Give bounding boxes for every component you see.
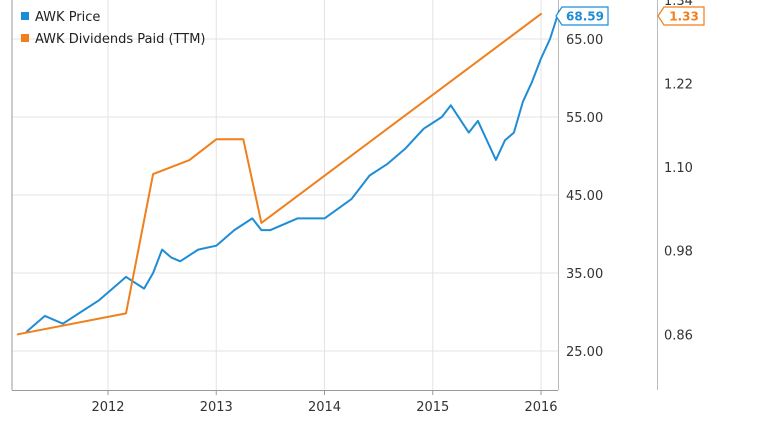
x-tick-label: 2013 <box>200 400 233 415</box>
last-value-flags: 68.59 1.33 <box>555 6 705 26</box>
gridlines <box>12 0 558 390</box>
legend-label: AWK Dividends Paid (TTM) <box>35 32 206 47</box>
series-line-0 <box>25 10 560 333</box>
right-y-axis: 0.86 0.98 1.10 1.22 1.34 <box>664 0 693 343</box>
legend-swatch <box>21 34 29 42</box>
y-left-tick-label: 25.00 <box>566 345 603 360</box>
x-tick-label: 2016 <box>524 400 557 415</box>
series-line-1 <box>16 12 542 336</box>
value-flag-label: 68.59 <box>566 10 604 24</box>
x-axis: 2012 2013 2014 2015 2016 <box>91 390 558 415</box>
y-right-tick-label: 0.86 <box>664 328 693 343</box>
y-left-tick-label: 55.00 <box>566 111 603 126</box>
value-flag-label: 1.33 <box>669 10 699 24</box>
y-left-tick-label: 45.00 <box>566 189 603 204</box>
y-right-tick-label: 1.22 <box>664 78 693 93</box>
y-left-tick-label: 65.00 <box>566 33 603 48</box>
y-right-tick-label: 1.34 <box>664 0 693 9</box>
legend-label: AWK Price <box>35 10 100 25</box>
y-right-tick-label: 1.10 <box>664 161 693 176</box>
x-tick-label: 2012 <box>91 400 124 415</box>
legend-swatch <box>21 12 29 20</box>
y-left-tick-label: 35.00 <box>566 267 603 282</box>
left-y-axis: 25.00 35.00 45.00 55.00 65.00 <box>566 33 603 360</box>
y-right-tick-label: 0.98 <box>664 245 693 260</box>
value-flag <box>657 6 705 26</box>
series-layer <box>16 10 560 336</box>
x-tick-label: 2014 <box>308 400 341 415</box>
value-flag <box>555 6 609 26</box>
x-tick-label: 2015 <box>416 400 449 415</box>
legend: AWK Price AWK Dividends Paid (TTM) <box>21 10 206 47</box>
